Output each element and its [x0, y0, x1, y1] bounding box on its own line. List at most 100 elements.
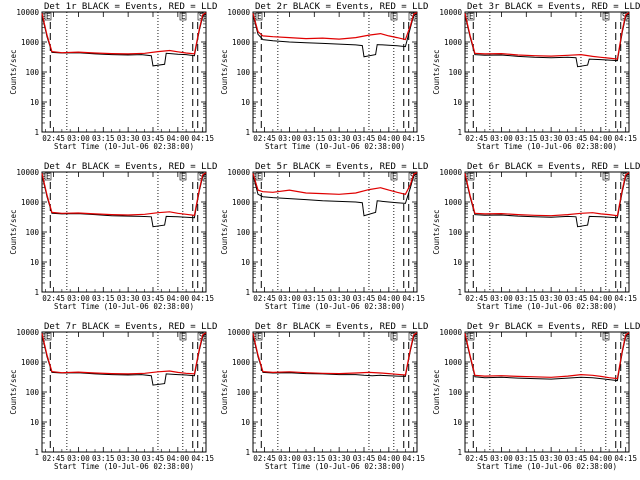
corner-marker-box	[390, 172, 398, 181]
lld-series-line	[41, 172, 207, 216]
corner-marker-box	[44, 12, 52, 21]
y-tick-label: 10	[30, 258, 40, 267]
panel-title: Det 9r BLACK = Events, RED = LLD	[467, 322, 640, 332]
x-tick-label: 03:15	[515, 294, 538, 303]
x-tick-label: 04:00	[590, 294, 613, 303]
corner-marker: E	[392, 332, 397, 341]
y-tick-label: 1000	[232, 198, 251, 207]
x-tick-label: 03:00	[490, 294, 513, 303]
corner-marker: E	[181, 332, 186, 341]
events-series-line	[464, 13, 630, 68]
x-tick-label: 03:45	[353, 294, 376, 303]
plot-panel-5: Det 5r BLACK = Events, RED = LLD 1 10 100 10…	[220, 162, 428, 311]
y-axis-label: Counts/sec	[220, 49, 229, 94]
corner-marker-box	[602, 172, 610, 181]
x-tick-label: 04:15	[402, 454, 425, 463]
corner-marker-box	[467, 332, 475, 341]
y-tick-label: 10	[30, 98, 40, 107]
y-tick-label: 100	[236, 228, 250, 237]
x-tick-label: 03:30	[117, 294, 140, 303]
events-series-line	[464, 173, 630, 228]
x-axis-label: Start Time (10-Jul-06 02:38:00)	[265, 142, 405, 151]
x-tick-label: 03:00	[278, 294, 301, 303]
x-tick-label: 03:45	[565, 294, 588, 303]
x-tick-label: 04:15	[191, 454, 214, 463]
corner-marker: E	[257, 12, 262, 21]
x-tick-label: 03:30	[328, 454, 351, 463]
y-tick-label: 10000	[439, 328, 462, 337]
panel-title: Det 8r BLACK = Events, RED = LLD	[255, 322, 428, 332]
x-tick-label: 03:15	[303, 294, 326, 303]
corner-marker-box	[179, 332, 187, 341]
x-tick-label: 03:00	[278, 134, 301, 143]
plot-panel-7: Det 7r BLACK = Events, RED = LLD 1 10 100 10…	[9, 322, 217, 471]
corner-marker: E	[46, 12, 51, 21]
corner-marker-box	[179, 172, 187, 181]
panel-title: Det 5r BLACK = Events, RED = LLD	[255, 162, 428, 172]
x-tick-label: 02:45	[253, 294, 276, 303]
y-tick-label: 1	[34, 448, 39, 457]
x-axis-label: Start Time (10-Jul-06 02:38:00)	[477, 302, 617, 311]
y-tick-label: 100	[25, 68, 39, 77]
corner-marker-box	[467, 172, 475, 181]
panel-title: Det 4r BLACK = Events, RED = LLD	[44, 162, 217, 172]
x-tick-label: 04:00	[167, 294, 190, 303]
panel-title: Det 7r BLACK = Events, RED = LLD	[44, 322, 217, 332]
y-tick-label: 10	[453, 98, 463, 107]
corner-marker: S	[622, 172, 627, 181]
y-tick-label: 1000	[21, 358, 40, 367]
x-tick-label: 03:30	[540, 294, 563, 303]
x-tick-label: 03:30	[540, 134, 563, 143]
y-tick-label: 10	[453, 418, 463, 427]
corner-marker: E	[257, 332, 262, 341]
x-tick-label: 02:45	[42, 454, 65, 463]
y-axis-label: Counts/sec	[432, 369, 441, 414]
corner-marker: E	[469, 12, 474, 21]
x-tick-label: 03:00	[67, 134, 90, 143]
x-tick-label: 03:45	[353, 454, 376, 463]
y-axis-label: Counts/sec	[432, 209, 441, 254]
corner-marker: E	[181, 12, 186, 21]
x-tick-label: 03:15	[515, 134, 538, 143]
x-tick-label: 04:15	[402, 134, 425, 143]
x-tick-label: 04:00	[378, 454, 401, 463]
panel-title: Det 6r BLACK = Events, RED = LLD	[467, 162, 640, 172]
corner-marker: S	[199, 12, 204, 21]
x-tick-label: 03:45	[353, 134, 376, 143]
y-tick-label: 1000	[444, 198, 463, 207]
y-tick-label: 10000	[227, 168, 250, 177]
lld-series-line	[252, 172, 418, 195]
y-tick-label: 1	[245, 128, 250, 137]
corner-marker: E	[604, 332, 609, 341]
x-tick-label: 02:45	[465, 134, 488, 143]
x-axis-label: Start Time (10-Jul-06 02:38:00)	[477, 142, 617, 151]
x-tick-label: 02:45	[42, 134, 65, 143]
x-tick-label: 03:15	[515, 454, 538, 463]
events-series-line	[252, 12, 418, 58]
y-tick-label: 100	[448, 228, 462, 237]
corner-marker-box	[390, 12, 398, 21]
x-tick-label: 04:15	[614, 134, 637, 143]
x-tick-label: 03:30	[328, 294, 351, 303]
y-tick-label: 10	[241, 418, 251, 427]
x-tick-label: 03:30	[117, 454, 140, 463]
y-tick-label: 1000	[232, 358, 251, 367]
y-axis-label: Counts/sec	[9, 49, 18, 94]
x-tick-label: 04:15	[614, 294, 637, 303]
corner-marker: S	[199, 172, 204, 181]
lld-series-line	[41, 332, 207, 375]
x-tick-label: 03:15	[92, 294, 115, 303]
y-tick-label: 1	[457, 288, 462, 297]
x-tick-label: 03:30	[328, 134, 351, 143]
lld-series-line	[41, 12, 207, 55]
plot-panel-6: Det 6r BLACK = Events, RED = LLD 1 10 100 10…	[432, 162, 640, 311]
corner-marker-box	[44, 172, 52, 181]
lld-series-line	[252, 332, 418, 376]
x-tick-label: 04:00	[378, 134, 401, 143]
y-tick-label: 10	[453, 258, 463, 267]
corner-marker: S	[622, 12, 627, 21]
x-tick-label: 02:45	[465, 454, 488, 463]
y-tick-label: 10000	[16, 328, 39, 337]
y-tick-label: 100	[448, 388, 462, 397]
